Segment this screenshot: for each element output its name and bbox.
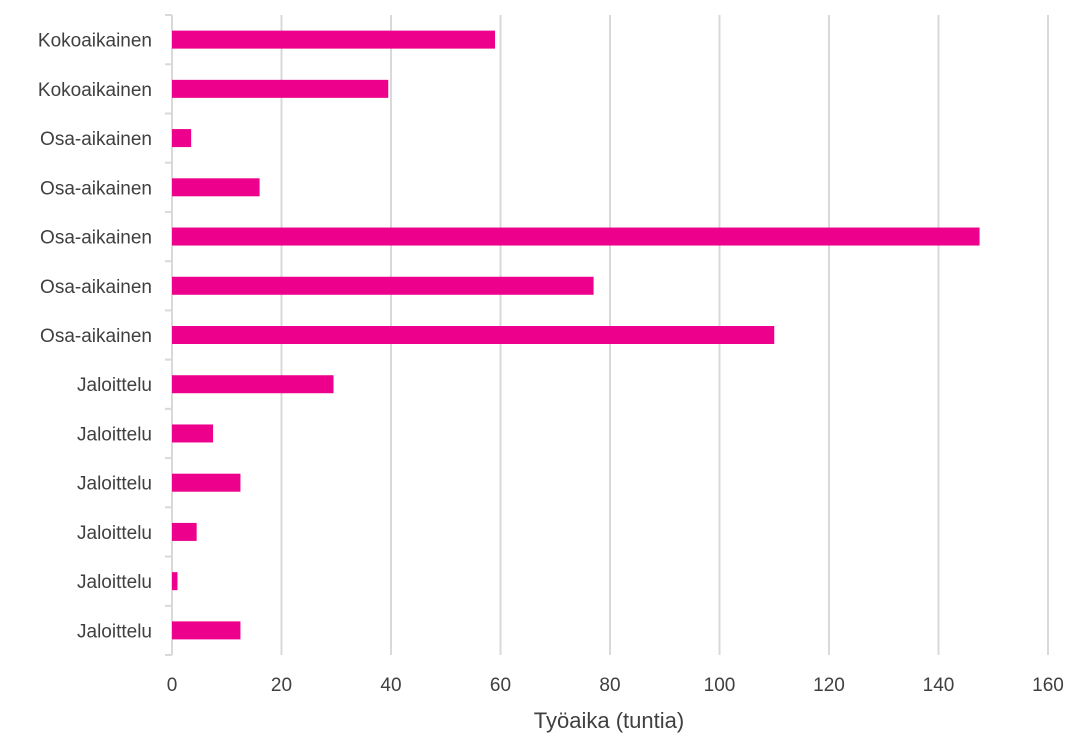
bars [172,30,980,640]
x-tick-labels: 0 20 40 60 80 100 120 140 160 [167,675,1064,696]
bar [172,178,260,197]
x-tick-label: 140 [923,675,955,696]
category-label: Jaloittelu [77,621,152,642]
x-tick-label: 0 [167,675,178,696]
bar [172,572,178,591]
category-label: Jaloittelu [77,523,152,544]
bar [172,276,594,295]
bar [172,79,389,98]
category-label: Jaloittelu [77,424,152,445]
category-label: Osa-aikainen [40,228,152,249]
category-label: Kokoaikainen [38,80,152,101]
category-label: Osa-aikainen [40,178,152,199]
bar [172,375,334,394]
bar [172,621,241,640]
x-tick-label: 120 [813,675,845,696]
bar [172,424,214,443]
category-label: Kokoaikainen [38,31,152,52]
category-label: Jaloittelu [77,572,152,593]
bar [172,522,197,541]
bar [172,326,775,344]
x-tick-label: 60 [490,675,511,696]
category-label: Osa-aikainen [40,129,152,150]
bar [172,473,241,492]
category-label: Osa-aikainen [40,326,152,347]
category-label: Jaloittelu [77,474,152,495]
category-label: Osa-aikainen [40,277,152,298]
bar [172,129,192,148]
bar [172,30,496,49]
x-tick-label: 160 [1032,675,1064,696]
bar [172,227,980,246]
category-labels: Kokoaikainen Kokoaikainen Osa-aikainen Osa-… [38,31,152,643]
x-tick-label: 100 [704,675,736,696]
x-tick-label: 80 [599,675,620,696]
x-axis-title: Työaika (tuntia) [534,708,684,733]
category-label: Jaloittelu [77,375,152,396]
x-tick-label: 40 [380,675,401,696]
x-tick-label: 20 [271,675,292,696]
